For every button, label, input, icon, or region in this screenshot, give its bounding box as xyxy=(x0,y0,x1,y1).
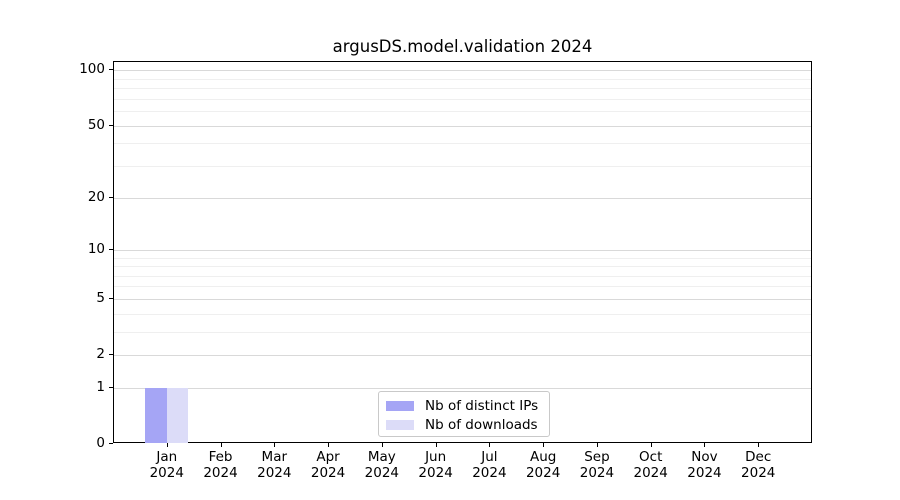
gridline-minor-30 xyxy=(114,165,811,167)
x-tick-mark-feb-2024 xyxy=(220,443,222,447)
x-tick-mark-jan-2024 xyxy=(166,443,168,447)
x-tick-mark-aug-2024 xyxy=(543,443,545,447)
y-tick-mark-1 xyxy=(109,386,113,388)
gridline-minor-7 xyxy=(114,275,811,277)
x-tick-mark-apr-2024 xyxy=(328,443,330,447)
x-tick-mark-mar-2024 xyxy=(274,443,276,447)
y-tick-label-100: 100 xyxy=(79,61,105,78)
x-tick-label-dec-2024: Dec 2024 xyxy=(741,449,776,481)
gridline-major-100 xyxy=(114,70,811,72)
legend-item-nb-of-downloads: Nb of downloads xyxy=(379,415,549,434)
y-tick-label-0: 0 xyxy=(96,435,105,451)
x-tick-label-may-2024: May 2024 xyxy=(364,449,400,481)
gridline-major-1 xyxy=(114,387,811,389)
bar-nb-of-distinct-ips-jan-2024 xyxy=(145,387,167,443)
gridline-minor-8 xyxy=(114,266,811,268)
legend-swatch-nb-of-downloads xyxy=(386,419,414,430)
gridline-minor-4 xyxy=(114,313,811,315)
x-tick-label-nov-2024: Nov 2024 xyxy=(687,449,722,481)
gridline-minor-3 xyxy=(114,331,811,333)
y-tick-mark-20 xyxy=(109,196,113,198)
gridline-minor-60 xyxy=(114,111,811,113)
legend-item-nb-of-distinct-ips: Nb of distinct IPs xyxy=(379,396,549,415)
legend: Nb of distinct IPs Nb of downloads xyxy=(378,391,550,437)
x-tick-label-apr-2024: Apr 2024 xyxy=(310,449,346,481)
y-tick-mark-10 xyxy=(109,248,113,250)
gridline-minor-90 xyxy=(114,78,811,80)
y-tick-mark-0 xyxy=(109,443,113,444)
x-tick-label-jan-2024: Jan 2024 xyxy=(149,449,184,481)
x-tick-mark-sep-2024 xyxy=(596,443,598,447)
x-tick-label-feb-2024: Feb 2024 xyxy=(203,449,238,481)
y-tick-mark-5 xyxy=(109,297,113,299)
legend-swatch-nb-of-distinct-ips xyxy=(386,400,414,411)
y-tick-mark-50 xyxy=(109,124,113,126)
x-tick-label-oct-2024: Oct 2024 xyxy=(633,449,668,481)
gridline-major-50 xyxy=(114,125,811,127)
x-tick-mark-nov-2024 xyxy=(704,443,706,447)
y-tick-label-5: 5 xyxy=(96,289,105,306)
y-tick-label-10: 10 xyxy=(87,240,105,257)
x-tick-label-aug-2024: Aug 2024 xyxy=(525,449,561,481)
y-tick-mark-100 xyxy=(109,69,113,71)
legend-label: Nb of distinct IPs xyxy=(425,397,539,414)
plot-area xyxy=(113,61,812,443)
x-tick-mark-may-2024 xyxy=(381,443,383,447)
gridline-major-20 xyxy=(114,197,811,199)
legend-label: Nb of downloads xyxy=(425,416,538,433)
y-tick-label-2: 2 xyxy=(96,346,105,363)
chart-title: argusDS.model.validation 2024 xyxy=(332,37,593,56)
gridline-major-2 xyxy=(114,355,811,357)
x-tick-mark-jul-2024 xyxy=(489,443,491,447)
y-tick-label-20: 20 xyxy=(87,188,105,205)
gridline-minor-70 xyxy=(114,98,811,100)
gridline-minor-6 xyxy=(114,286,811,288)
y-tick-label-50: 50 xyxy=(87,116,105,133)
y-tick-mark-2 xyxy=(109,354,113,356)
x-tick-label-sep-2024: Sep 2024 xyxy=(579,449,615,481)
bar-nb-of-downloads-jan-2024 xyxy=(166,387,189,443)
gridline-major-5 xyxy=(114,298,811,300)
x-tick-mark-jun-2024 xyxy=(435,443,437,447)
x-tick-mark-oct-2024 xyxy=(650,443,652,447)
x-tick-label-mar-2024: Mar 2024 xyxy=(257,449,292,481)
gridline-minor-80 xyxy=(114,88,811,90)
gridline-minor-40 xyxy=(114,143,811,145)
x-tick-label-jul-2024: Jul 2024 xyxy=(472,449,507,481)
x-tick-label-jun-2024: Jun 2024 xyxy=(418,449,453,481)
gridline-minor-9 xyxy=(114,257,811,259)
y-tick-label-1: 1 xyxy=(96,378,105,395)
gridline-major-10 xyxy=(114,249,811,251)
x-tick-mark-dec-2024 xyxy=(758,443,760,447)
